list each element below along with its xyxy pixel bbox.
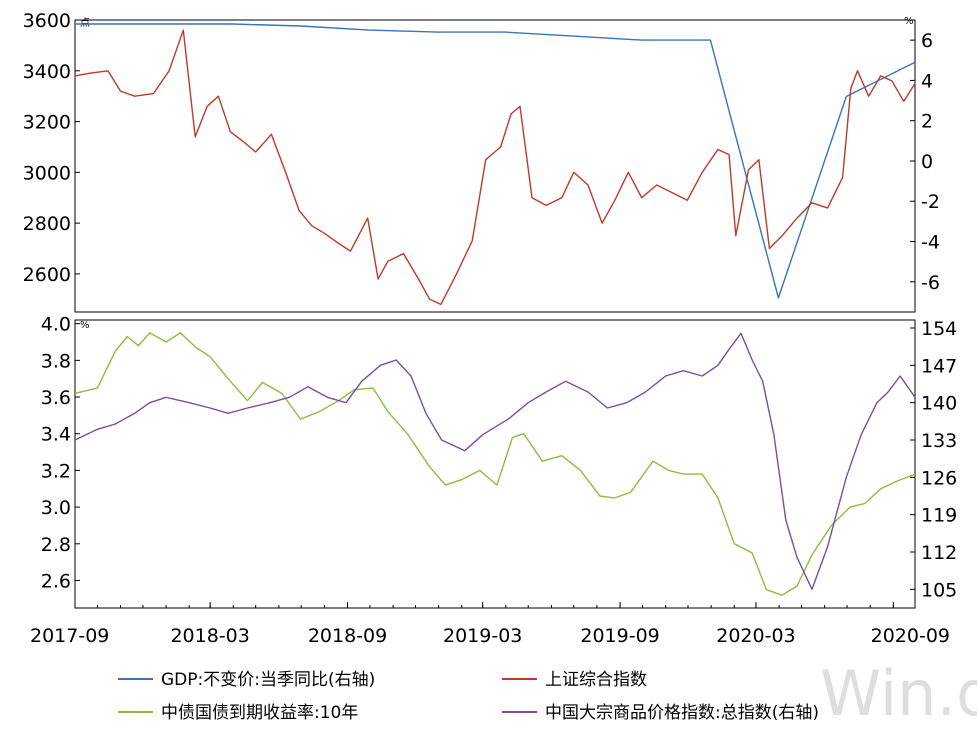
top-series-line-0 <box>75 23 916 299</box>
top-right-tick-label: 6 <box>921 30 933 52</box>
top-right-tick-label: -4 <box>921 232 940 254</box>
bottom-right-tick-label: 112 <box>921 542 957 564</box>
top-right-tick-label: 0 <box>921 151 933 173</box>
top-right-tick-label: 2 <box>921 111 933 133</box>
legend-label-bond: 中债国债到期收益率:10年 <box>161 703 358 723</box>
bottom-right-tick-label: 133 <box>921 430 957 452</box>
bottom-right-tick-label: 119 <box>921 505 957 527</box>
top-panel-frame <box>74 19 916 313</box>
legend-label-commodity: 中国大宗商品价格指数:总指数(右轴) <box>545 703 819 723</box>
bottom-left-tick-label: 3.4 <box>41 424 71 446</box>
series-layer <box>74 23 916 596</box>
bottom-right-tick-label: 154 <box>921 318 957 340</box>
bottom-left-tick-label: 2.8 <box>41 534 71 556</box>
x-tick-label: 2019-09 <box>580 625 659 647</box>
bottom-left-axis: 4.0 3.8 3.6 3.4 3.2 3.0 2.8 2.6 <box>41 314 80 592</box>
top-right-tick-label: -2 <box>921 191 940 213</box>
bottom-series-line-0 <box>74 332 916 596</box>
bottom-left-tick-label: 3.6 <box>41 387 71 409</box>
bottom-right-axis: 154 147 140 133 126 119 112 105 <box>910 318 957 601</box>
bottom-panel-frame <box>74 319 916 609</box>
x-tick-label: 2019-03 <box>443 625 522 647</box>
top-left-unit: 点 <box>80 17 90 29</box>
bottom-left-tick-label: 2.6 <box>41 570 71 592</box>
bottom-right-tick-label: 105 <box>921 579 957 601</box>
top-left-tick-label: 3600 <box>23 10 71 32</box>
top-right-tick-label: 4 <box>921 70 933 92</box>
top-left-tick-label: 3000 <box>23 162 71 184</box>
top-right-axis: 6 4 2 0 -2 -4 -6 <box>910 30 940 294</box>
x-tick-label: 2018-09 <box>308 625 387 647</box>
top-right-tick-label: -6 <box>921 272 940 294</box>
x-tick-label: 2017-09 <box>30 625 109 647</box>
bottom-left-tick-label: 3.0 <box>41 497 71 519</box>
bottom-right-tick-label: 140 <box>921 393 957 415</box>
top-left-axis: 3600 3400 3200 3000 2800 2600 <box>23 10 80 286</box>
bottom-right-tick-label: 147 <box>921 355 957 377</box>
legend: GDP:不变价:当季同比(右轴) 上证综合指数 中债国债到期收益率:10年 中国… <box>118 670 819 723</box>
bottom-left-tick-label: 3.2 <box>41 460 71 482</box>
top-right-unit: % <box>904 16 914 27</box>
top-left-tick-label: 2800 <box>23 213 71 235</box>
x-tick-label: 2020-03 <box>716 625 795 647</box>
bottom-right-tick-label: 126 <box>921 467 957 489</box>
bottom-left-tick-label: 4.0 <box>41 314 71 336</box>
top-series-line-1 <box>74 29 916 306</box>
top-left-tick-label: 3200 <box>23 112 71 134</box>
bottom-left-unit: % <box>80 320 90 331</box>
top-left-tick-label: 2600 <box>23 264 71 286</box>
bottom-series-line-1 <box>74 332 916 590</box>
x-tick-label: 2018-03 <box>170 625 249 647</box>
legend-label-sse: 上证综合指数 <box>545 670 647 690</box>
legend-label-gdp: GDP:不变价:当季同比(右轴) <box>161 670 375 690</box>
x-tick-label: 2020-09 <box>871 625 950 647</box>
top-left-tick-label: 3400 <box>23 61 71 83</box>
x-axis: 2017-09 2018-03 2018-09 2019-03 2019-09 2020-… <box>30 602 950 647</box>
bottom-left-tick-label: 3.8 <box>41 350 71 372</box>
watermark-logo: Win.d <box>820 657 977 729</box>
